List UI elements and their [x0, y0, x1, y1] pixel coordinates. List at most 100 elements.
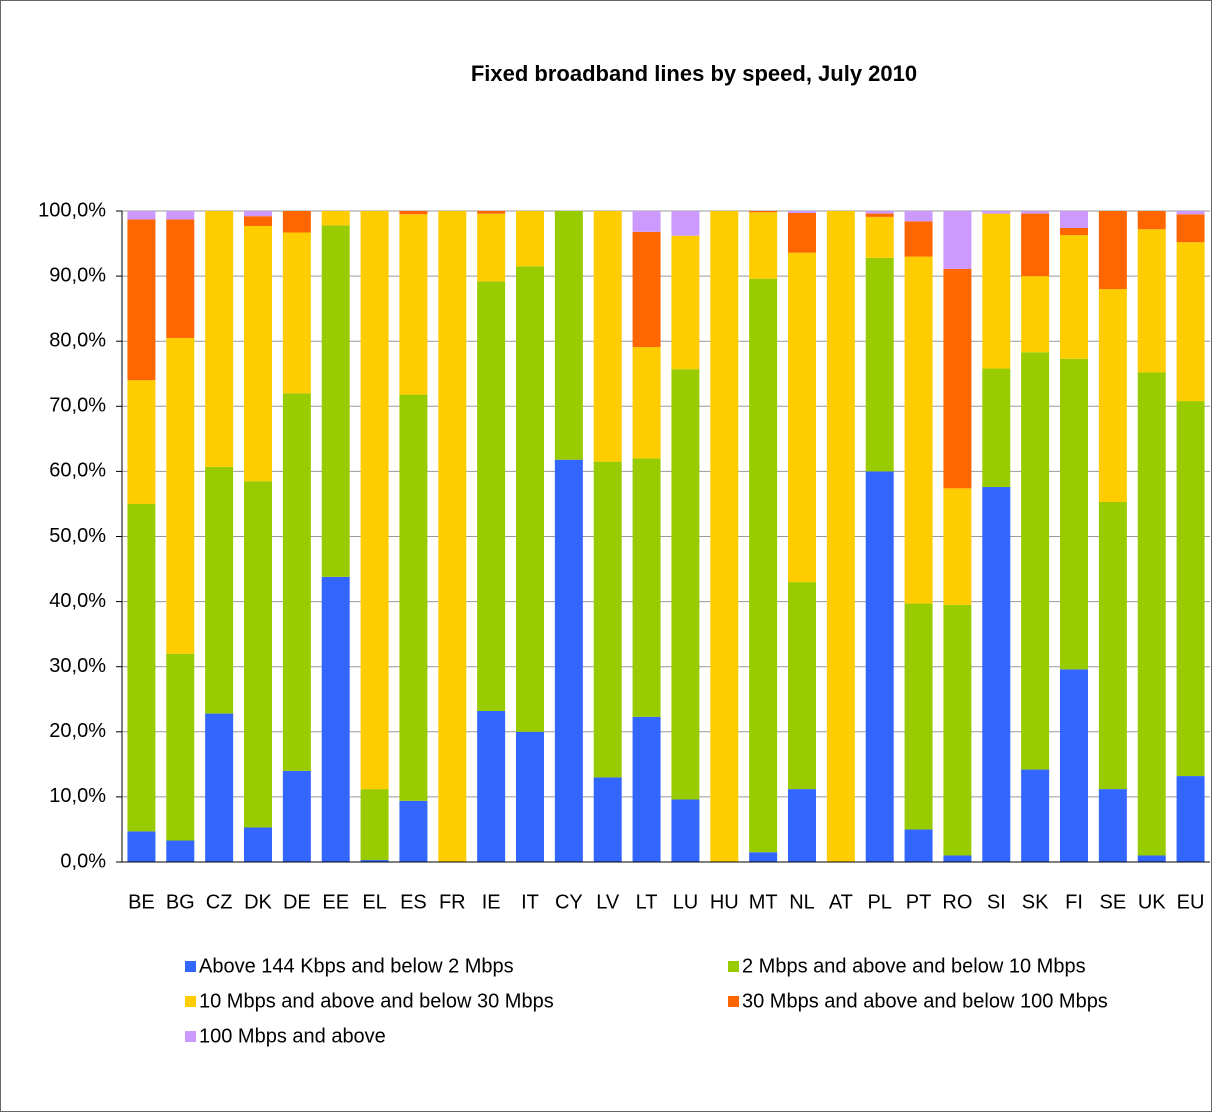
bar-segment [593, 211, 622, 462]
bar-segment [788, 212, 816, 253]
x-tick-label: HU [710, 891, 739, 913]
bar-segment [282, 232, 311, 394]
bar-segment [205, 713, 234, 862]
bar-segment [166, 219, 195, 338]
bar-segment [943, 488, 972, 605]
bar-segment [1060, 235, 1088, 359]
bar-segment [788, 252, 816, 583]
bar-segment [127, 219, 156, 381]
bar-segment [671, 235, 700, 370]
bar-segment [632, 211, 661, 232]
x-tick-label: FR [439, 891, 466, 913]
bar-segment [282, 393, 311, 771]
bar-segment [321, 225, 350, 577]
bar-segment [1021, 213, 1050, 277]
y-tick-label: 30,0% [49, 655, 106, 677]
bar-segment [788, 582, 816, 790]
bar-segment [749, 852, 778, 862]
x-tick-label: LU [673, 891, 699, 913]
bar-segment [593, 461, 622, 778]
y-tick-label: 40,0% [49, 590, 106, 612]
bar-segment [1060, 227, 1088, 236]
legend-label: Above 144 Kbps and below 2 Mbps [199, 955, 514, 977]
bar-segment [477, 281, 506, 711]
bar-segment [244, 211, 272, 217]
bar-segment [321, 211, 350, 226]
x-tick-label: CY [555, 891, 583, 913]
x-tick-label: BG [166, 891, 195, 913]
bar-segment [904, 829, 933, 862]
bar-segment [826, 211, 855, 862]
x-tick-label: RO [942, 891, 972, 913]
bar-segment [593, 777, 622, 862]
bar-segment [904, 221, 933, 257]
bar-segment [360, 211, 389, 790]
bar-segment [982, 368, 1011, 488]
bar-segment [166, 840, 195, 862]
x-tick-label: SI [987, 891, 1006, 913]
legend-label: 100 Mbps and above [199, 1025, 386, 1047]
bar-segment [1021, 352, 1050, 770]
x-tick-label: LT [636, 891, 658, 913]
bar-segment [632, 458, 661, 717]
bar-segment [127, 380, 156, 504]
bar-segment [1098, 289, 1127, 502]
x-tick-label: CZ [206, 891, 233, 913]
bar-segment [1021, 211, 1050, 214]
bar-segment [282, 211, 311, 233]
y-tick-label: 80,0% [49, 329, 106, 351]
bar-segment [516, 211, 544, 267]
x-tick-label: DE [283, 891, 311, 913]
legend-label: 30 Mbps and above and below 100 Mbps [742, 990, 1108, 1012]
bar-segment [943, 604, 972, 856]
bar-segment [982, 213, 1011, 369]
legend-swatch [728, 961, 739, 972]
bar-segment [865, 211, 894, 214]
legend-swatch [728, 996, 739, 1007]
bar-segment [516, 266, 544, 732]
x-tick-label: ES [400, 891, 427, 913]
y-tick-label: 100,0% [38, 199, 106, 221]
bar-segment [671, 369, 700, 800]
bar-segment [282, 770, 311, 862]
bar-segment [1021, 276, 1050, 353]
bar-segment [982, 487, 1011, 862]
bar-segment [1060, 211, 1088, 228]
bar-segment [244, 827, 272, 862]
y-tick-label: 10,0% [49, 785, 106, 807]
bar-segment [1137, 229, 1166, 373]
bar-segment [749, 278, 778, 853]
bar-segment [671, 211, 700, 236]
bar-segment [710, 211, 739, 862]
x-tick-label: EU [1177, 891, 1205, 913]
bar-segment [1098, 501, 1127, 790]
x-tick-label: SK [1022, 891, 1049, 913]
bar-segment [1021, 769, 1050, 862]
x-tick-label: MT [749, 891, 778, 913]
bar-segment [671, 799, 700, 862]
bar-segment [904, 211, 933, 222]
x-tick-label: SE [1100, 891, 1127, 913]
bar-segment [1060, 669, 1088, 862]
legend-label: 2 Mbps and above and below 10 Mbps [742, 955, 1086, 977]
bar-segment [554, 459, 583, 862]
legend-swatch [185, 961, 196, 972]
bar-segment [1098, 789, 1127, 862]
bar-segment [943, 268, 972, 489]
x-tick-label: IT [521, 891, 539, 913]
bar-segment [321, 576, 350, 862]
bar-segment [477, 710, 506, 862]
bar-segment [865, 216, 894, 258]
y-tick-label: 90,0% [49, 264, 106, 286]
x-tick-label: DK [244, 891, 272, 913]
bar-segment [399, 394, 428, 801]
bar-segment [982, 211, 1011, 214]
bar-segment [1176, 211, 1205, 215]
bar-segment [904, 603, 933, 830]
bar-segment [632, 716, 661, 862]
legend-swatch [185, 1031, 196, 1042]
bar-segment [166, 337, 195, 654]
y-tick-label: 0,0% [60, 850, 106, 872]
bar-segment [399, 800, 428, 862]
